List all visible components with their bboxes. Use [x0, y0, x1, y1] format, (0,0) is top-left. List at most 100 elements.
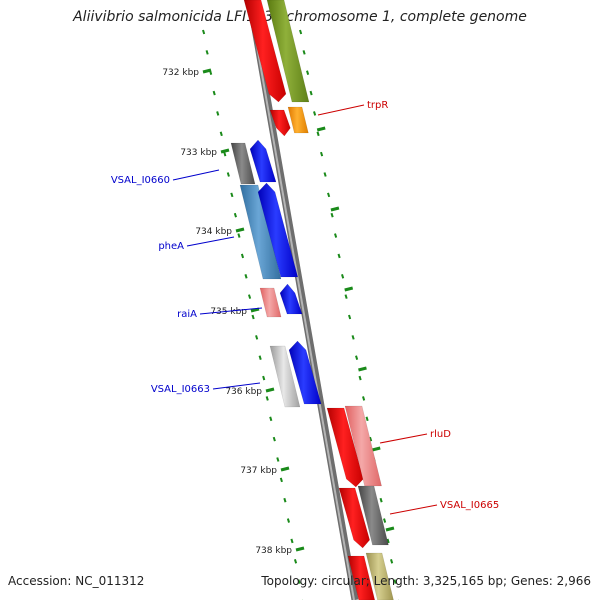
- tick-dot: [230, 192, 234, 198]
- tick-dot: [286, 518, 291, 523]
- gene-label-pheA: pheA: [158, 241, 184, 252]
- gene-blue-i0660: [249, 139, 277, 183]
- gene-label-vsal_i0663: VSAL_I0663: [151, 384, 210, 395]
- right-tick-track: [299, 29, 400, 600]
- major-tick: [202, 68, 212, 74]
- major-tick: [250, 307, 260, 313]
- right-major-tick: [344, 286, 354, 292]
- tick-dot: [258, 355, 262, 361]
- gene-red-bottom: [347, 555, 376, 600]
- gene-red-i0665: [338, 487, 370, 549]
- gene-red-small: [269, 109, 291, 137]
- tick-label: 736 kbp: [225, 387, 262, 397]
- tick-label: 734 kbp: [195, 227, 232, 237]
- callout-line-vsal_i0660: [172, 169, 220, 181]
- scale-ticks: 732 kbp 733 kbp 734 kbp 735 kbp 736 kbp 737 k…: [162, 29, 400, 600]
- gene-label-rluD: rluD: [430, 429, 451, 440]
- tick-dot: [233, 212, 237, 218]
- tick-dot: [309, 90, 313, 96]
- genome-summary-text: Topology: circular; Length: 3,325,165 bp…: [261, 574, 591, 588]
- gene-darkgray-i0660: [230, 142, 256, 185]
- tick-dot: [334, 233, 338, 238]
- gene-red-top: [243, 0, 287, 103]
- callout-line-vsal_i0665: [389, 504, 438, 515]
- tick-dot: [355, 355, 359, 361]
- tick-dot: [383, 518, 387, 523]
- callout-line-rluD: [379, 433, 428, 444]
- left-tick-track: [202, 29, 304, 600]
- gene-olive-top: [266, 0, 310, 103]
- gene-label-raiA: raiA: [177, 309, 197, 320]
- tick-dot: [365, 416, 369, 422]
- gene-pink-rluD: [344, 405, 382, 487]
- tick-dot: [323, 172, 327, 177]
- tick-dot: [255, 335, 259, 340]
- gene-blue-raiA: [279, 283, 303, 315]
- tick-dot: [276, 457, 280, 462]
- accession-text: Accession: NC_011312: [8, 574, 145, 588]
- major-tick: [265, 387, 275, 393]
- chromosome-backbone: [246, 0, 359, 600]
- tick-dot: [313, 111, 317, 116]
- tick-dot: [279, 477, 283, 483]
- tick-dot: [327, 192, 331, 198]
- right-major-tick: [358, 366, 367, 372]
- tick-dot: [344, 294, 348, 299]
- callout-line-vsal_i0663: [212, 382, 261, 390]
- tick-dot: [283, 497, 287, 503]
- tick-dot: [306, 70, 310, 76]
- tick-dot: [212, 90, 216, 96]
- major-tick: [295, 546, 305, 552]
- tick-dot: [299, 29, 303, 35]
- right-major-tick: [371, 446, 381, 452]
- tick-dot: [251, 314, 255, 320]
- tick-dot: [293, 558, 298, 564]
- gene-khaki-bottom: [365, 552, 394, 600]
- tick-dot: [240, 253, 245, 259]
- tick-dot: [379, 497, 383, 503]
- major-tick: [220, 148, 230, 154]
- tick-label: 738 kbp: [255, 546, 292, 556]
- gene-red-rluD: [326, 407, 364, 488]
- gene-orange-trpR: [287, 106, 309, 134]
- tick-dot: [351, 335, 355, 340]
- major-tick: [280, 466, 290, 472]
- tick-label: 735 kbp: [210, 307, 247, 317]
- tick-dot: [390, 558, 394, 564]
- gene-lightgray-i0663: [269, 345, 301, 408]
- tick-dot: [219, 131, 223, 137]
- tick-dot: [226, 172, 230, 177]
- tick-dot: [358, 375, 362, 381]
- tick-dot: [320, 151, 324, 157]
- gene-blue-i0663: [288, 340, 322, 405]
- gene-blue-pheA: [257, 182, 299, 278]
- tick-dot: [290, 538, 294, 544]
- right-major-tick: [330, 206, 340, 212]
- gene-pink-raiA: [259, 287, 282, 318]
- map-title: Aliivibrio salmonicida LFI1238 chromosom…: [73, 9, 527, 25]
- tick-dot: [348, 314, 352, 320]
- backbone-highlight: [248, 0, 355, 600]
- tick-dot: [369, 436, 373, 442]
- tick-dot: [269, 416, 273, 422]
- tick-dot: [202, 29, 206, 35]
- gene-label-trpR: trpR: [367, 100, 388, 111]
- tick-dot: [362, 396, 366, 401]
- gene-steel-pheA: [239, 184, 282, 280]
- gene-label-vsal_i0665: VSAL_I0665: [440, 500, 499, 511]
- callout-line-raiA: [199, 307, 263, 315]
- tick-dot: [237, 233, 241, 238]
- tick-dot: [330, 212, 334, 218]
- tick-dot: [341, 273, 345, 279]
- tick-dot: [337, 253, 341, 259]
- tick-dot: [244, 273, 248, 279]
- major-tick: [235, 227, 245, 233]
- tick-dot: [297, 579, 301, 584]
- tick-label: 733 kbp: [180, 148, 217, 158]
- callout-line-pheA: [186, 236, 235, 247]
- tick-dot: [316, 131, 320, 137]
- tick-dot: [205, 50, 209, 55]
- tick-label: 737 kbp: [240, 466, 277, 476]
